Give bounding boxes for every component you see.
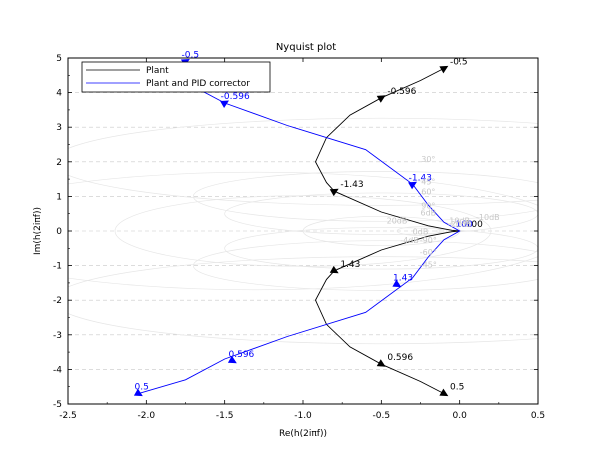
gain-label: -10dB <box>476 213 500 222</box>
y-tick-label: -3 <box>53 331 62 341</box>
frequency-label: -0.5 <box>450 57 468 67</box>
y-tick-label: -1 <box>53 262 62 272</box>
phase-circle <box>224 227 538 270</box>
m-circles <box>68 117 538 345</box>
series-line <box>138 67 461 395</box>
gain-label: -4dB <box>400 236 419 245</box>
frequency-label: -0.596 <box>221 92 250 102</box>
legend-box <box>81 61 271 93</box>
y-axis-label: Im(h(2iπf)) <box>33 207 43 255</box>
series-group: -0.5 -0.596 -1.43 100 1.43 0.596 0.5 <box>314 57 483 397</box>
frequency-label: 0.5 <box>135 383 149 393</box>
y-tick-label: -2 <box>53 296 62 306</box>
x-tick-label: -1.5 <box>216 411 234 421</box>
frequency-label: 1.43 <box>340 260 360 270</box>
direction-arrow <box>392 279 402 288</box>
frequency-label: -0.5 <box>182 50 200 60</box>
legend: Plant Plant and PID corrector <box>81 61 271 93</box>
y-tick-label: 0 <box>56 227 62 237</box>
frequency-label: 0.5 <box>450 383 464 393</box>
x-tick-label: -0.5 <box>373 411 391 421</box>
gain-label: 10dB <box>449 216 470 225</box>
phase-label: -45° <box>420 260 437 269</box>
phase-circle <box>224 192 538 235</box>
direction-arrow <box>408 181 417 190</box>
series-group: -0.5 -0.596 -1.43 100 1.43 0.596 0.5 <box>133 50 473 397</box>
frequency-label: 100 <box>456 220 473 230</box>
gain-circle <box>396 226 445 236</box>
x-axis-label: Re(h(2iπf)) <box>279 429 327 439</box>
y-tick-label: 2 <box>56 158 62 168</box>
phase-circle <box>68 117 538 206</box>
frequency-label: 0.596 <box>387 353 413 363</box>
x-tick-label: -1.0 <box>294 411 312 421</box>
chart-title: Nyquist plot <box>276 42 336 53</box>
series-layer: -0.5 -0.596 -1.43 100 1.43 0.596 0.5 -0.5 -0.596… <box>133 50 483 397</box>
gain-label: 20dB <box>387 216 408 225</box>
phase-label: 30° <box>421 155 435 164</box>
y-tick-label: -4 <box>53 365 62 375</box>
y-tick-label: 1 <box>56 192 62 202</box>
frequency-label: -1.43 <box>340 180 363 190</box>
phase-circle <box>193 240 538 291</box>
gain-label: -20dB <box>448 220 472 229</box>
x-tick-label: -2.5 <box>59 411 77 421</box>
direction-arrow <box>220 100 229 108</box>
direction-arrow <box>376 95 386 103</box>
direction-arrow <box>376 359 386 367</box>
y-tick-label: 4 <box>56 89 62 99</box>
y-tick-label: 5 <box>56 54 62 64</box>
direction-arrow <box>227 355 237 364</box>
frequency-label: -0.596 <box>387 87 416 97</box>
frequency-label: 1.43 <box>393 274 413 284</box>
legend-label-pid: Plant and PID corrector <box>146 79 250 89</box>
gain-label: 0dB <box>413 227 429 236</box>
phase-label: 45° <box>421 177 435 186</box>
x-tick-label: 0.0 <box>453 411 468 421</box>
y-tick-label: -5 <box>53 400 62 410</box>
direction-arrow <box>329 265 339 274</box>
frequency-label: 100 <box>466 220 483 230</box>
frequency-label: 0.596 <box>229 350 255 360</box>
x-tick-label: -2.0 <box>138 411 156 421</box>
phase-label: -60° <box>420 248 437 257</box>
axes: -5 -4 -3 -2 -1 0 1 2 3 4 5 -2.5 -2.0 -1.5 -1.0 -0.5 0.0 0… <box>53 54 545 421</box>
frequency-label: -1.43 <box>409 173 432 183</box>
y-tick-label: 3 <box>56 123 62 133</box>
legend-label-plant: Plant <box>146 66 169 76</box>
phase-label: 60° <box>421 188 435 197</box>
gain-label: 6dB <box>421 208 437 217</box>
direction-arrow <box>439 388 449 397</box>
direction-arrow <box>439 65 449 74</box>
x-tick-label: 0.5 <box>531 411 545 421</box>
phase-label: -90° <box>420 236 437 245</box>
phase-circle <box>193 171 538 222</box>
circle-group <box>68 117 538 345</box>
direction-arrow <box>329 188 339 197</box>
phase-circle <box>68 256 538 345</box>
direction-arrow <box>133 388 143 397</box>
gain-circle <box>68 171 538 291</box>
phase-label: 90° <box>421 202 435 211</box>
